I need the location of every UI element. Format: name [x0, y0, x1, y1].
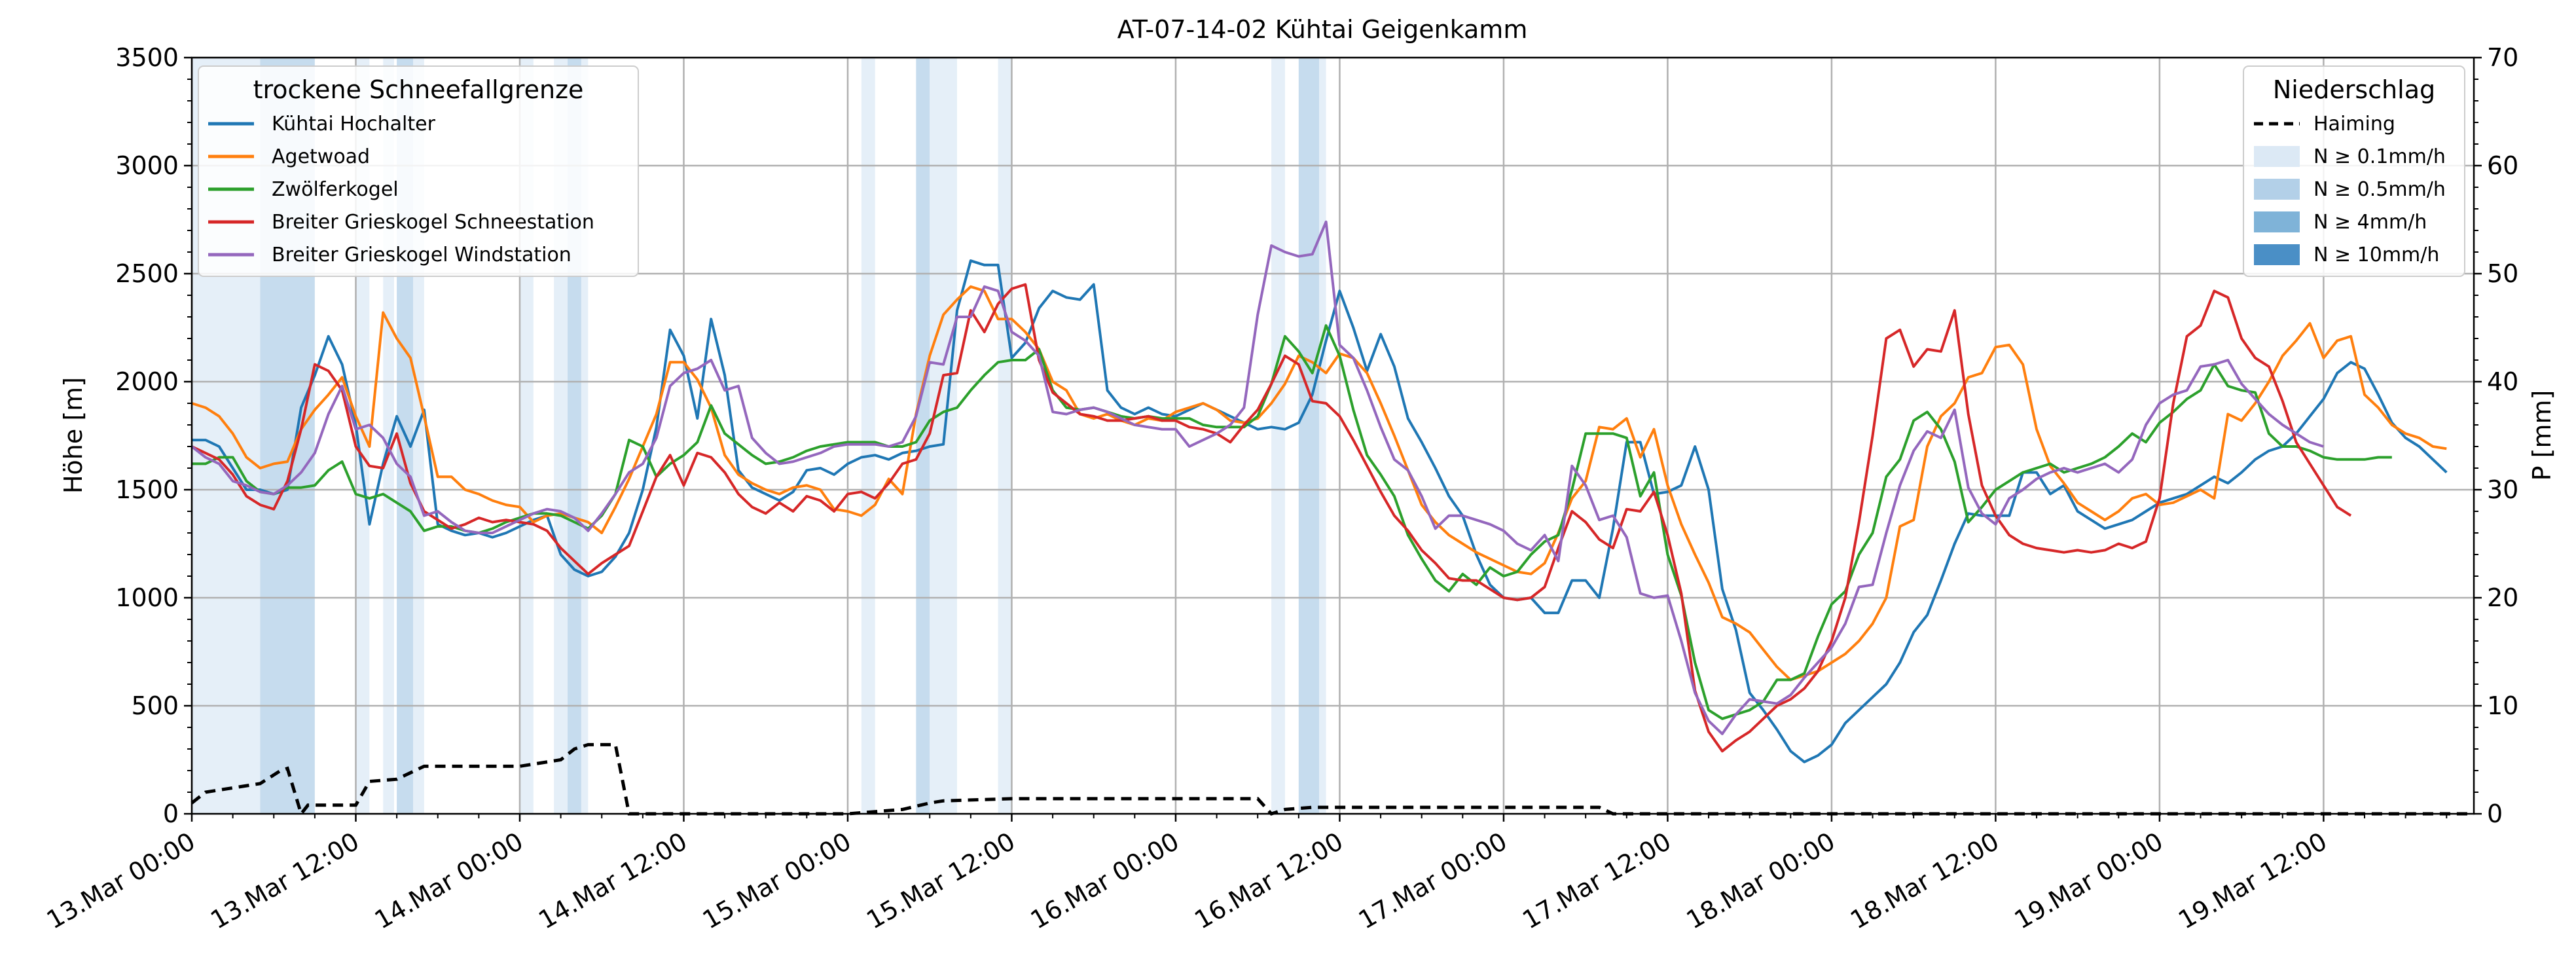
xtick-label-12: 19.Mar 00:00: [2010, 827, 2168, 935]
xtick-label-0: 13.Mar 00:00: [42, 827, 200, 935]
x-axis-ticks: 13.Mar 00:00 13.Mar 12:00 14.Mar 00:00 14.M…: [42, 814, 2448, 935]
xtick-label-4: 15.Mar 00:00: [698, 827, 856, 935]
chart-title: AT-07-14-02 Kühtai Geigenkamm: [1117, 15, 1528, 44]
precip-band-10: [861, 58, 875, 814]
y-axis-ticks: 0 500 1000 1500 2000 2500 3000 3500: [115, 43, 192, 828]
series-lines: [190, 220, 2448, 763]
y-axis-label: Höhe [m]: [59, 377, 88, 494]
xtick-label-10: 18.Mar 00:00: [1682, 827, 1840, 935]
precip-band-11: [916, 58, 930, 814]
y2-axis-ticks: 0 10 20 30 40 50 60 70: [2474, 43, 2518, 828]
precip-band-13: [998, 58, 1012, 814]
precip-haiming-line: [190, 742, 2474, 818]
ytick-label-2: 1000: [115, 583, 179, 612]
precip-band-14: [1271, 58, 1285, 814]
xtick-label-8: 17.Mar 00:00: [1354, 827, 1512, 935]
precip-line-group: [190, 742, 2474, 818]
xtick-label-11: 18.Mar 12:00: [1845, 827, 2004, 935]
legend-left-title: trockene Schneefallgrenze: [253, 75, 584, 104]
plot-frame: [190, 56, 2475, 815]
legend-left-label-1: Agetwoad: [272, 145, 370, 168]
y2tick-label-1: 10: [2487, 691, 2518, 720]
legend-left-box: [198, 65, 639, 277]
legend-right-swatch-3: [2254, 244, 2300, 265]
legend-right-label-1: N ≥ 0.5mm/h: [2313, 178, 2446, 201]
legend-right: Niederschlag Haiming N ≥ 0.1mm/h N ≥ 0.5m…: [2243, 65, 2465, 277]
precip-band-15: [1298, 58, 1320, 814]
y2tick-label-4: 40: [2487, 367, 2518, 396]
xtick-label-3: 14.Mar 12:00: [534, 827, 692, 935]
xtick-label-6: 16.Mar 00:00: [1026, 827, 1184, 935]
legend-right-label-3: N ≥ 10mm/h: [2313, 244, 2439, 266]
legend-left-label-4: Breiter Grieskogel Windstation: [272, 244, 571, 266]
legend-left: trockene Schneefallgrenze Kühtai Hochalt…: [198, 65, 639, 277]
y2-axis-label: P [mm]: [2528, 390, 2556, 481]
y2tick-label-0: 0: [2487, 799, 2503, 828]
ytick-label-3: 1500: [115, 475, 179, 504]
precip-band-16: [1319, 58, 1326, 814]
xtick-label-13: 19.Mar 12:00: [2173, 827, 2332, 935]
legend-right-label-2: N ≥ 4mm/h: [2313, 211, 2427, 234]
series-line-4: [190, 220, 2325, 735]
series-line-2: [192, 324, 2392, 720]
precip-band-9: [581, 58, 589, 814]
ytick-label-7: 3500: [115, 43, 179, 72]
xtick-label-7: 16.Mar 12:00: [1189, 827, 1348, 935]
legend-left-label-3: Breiter Grieskogel Schneestation: [272, 211, 594, 234]
y2tick-label-7: 70: [2487, 43, 2518, 72]
legend-right-swatch-2: [2254, 211, 2300, 232]
xtick-label-5: 15.Mar 12:00: [862, 827, 1020, 935]
y2tick-label-3: 30: [2487, 475, 2518, 504]
xtick-label-9: 17.Mar 12:00: [1517, 827, 1676, 935]
legend-left-items: Kühtai Hochalter Agetwoad Zwölferkogel Brei…: [208, 113, 594, 266]
ytick-label-4: 2000: [115, 367, 179, 396]
legend-right-label-0: N ≥ 0.1mm/h: [2313, 145, 2446, 168]
xtick-label-1: 13.Mar 12:00: [206, 827, 364, 935]
y2tick-label-5: 50: [2487, 259, 2518, 288]
series-line-3: [191, 283, 2352, 753]
legend-haiming-label: Haiming: [2313, 113, 2395, 136]
xtick-label-2: 14.Mar 00:00: [370, 827, 528, 935]
ytick-label-0: 0: [163, 799, 179, 828]
legend-right-swatch-1: [2254, 179, 2300, 200]
y2tick-label-2: 20: [2487, 583, 2518, 612]
y2tick-label-6: 60: [2487, 151, 2518, 180]
legend-left-label-2: Zwölferkogel: [272, 178, 399, 201]
legend-right-title: Niederschlag: [2273, 75, 2435, 104]
legend-left-label-0: Kühtai Hochalter: [272, 113, 436, 136]
ytick-label-5: 2500: [115, 259, 179, 288]
legend-right-swatch-0: [2254, 146, 2300, 167]
legend-right-items: N ≥ 0.1mm/h N ≥ 0.5mm/h N ≥ 4mm/h N ≥ 10mm/…: [2254, 145, 2446, 266]
ytick-label-6: 3000: [115, 151, 179, 180]
ytick-label-1: 500: [131, 691, 179, 720]
